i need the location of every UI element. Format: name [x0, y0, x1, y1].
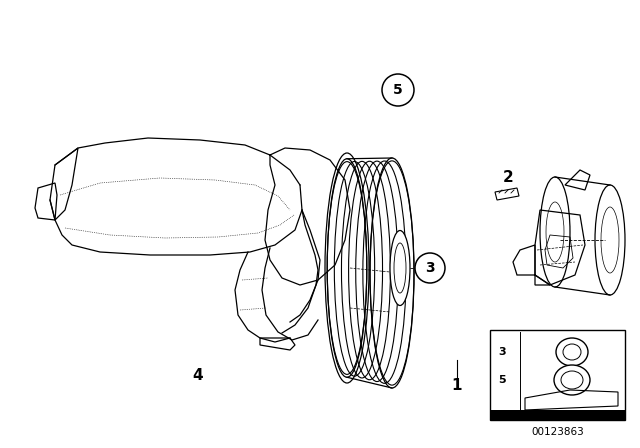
Text: 5: 5	[393, 83, 403, 97]
Text: 4: 4	[193, 367, 204, 383]
Text: 1: 1	[452, 378, 462, 392]
Ellipse shape	[390, 231, 410, 306]
Bar	[490, 330, 625, 420]
Text: 2: 2	[502, 171, 513, 185]
Ellipse shape	[554, 365, 590, 395]
Text: 3: 3	[425, 261, 435, 275]
Circle shape	[382, 74, 414, 106]
Text: 5: 5	[498, 375, 506, 385]
Text: 3: 3	[498, 347, 506, 357]
Circle shape	[415, 253, 445, 283]
Text: 00123863: 00123863	[531, 427, 584, 437]
Bar	[490, 410, 625, 420]
Ellipse shape	[556, 338, 588, 366]
